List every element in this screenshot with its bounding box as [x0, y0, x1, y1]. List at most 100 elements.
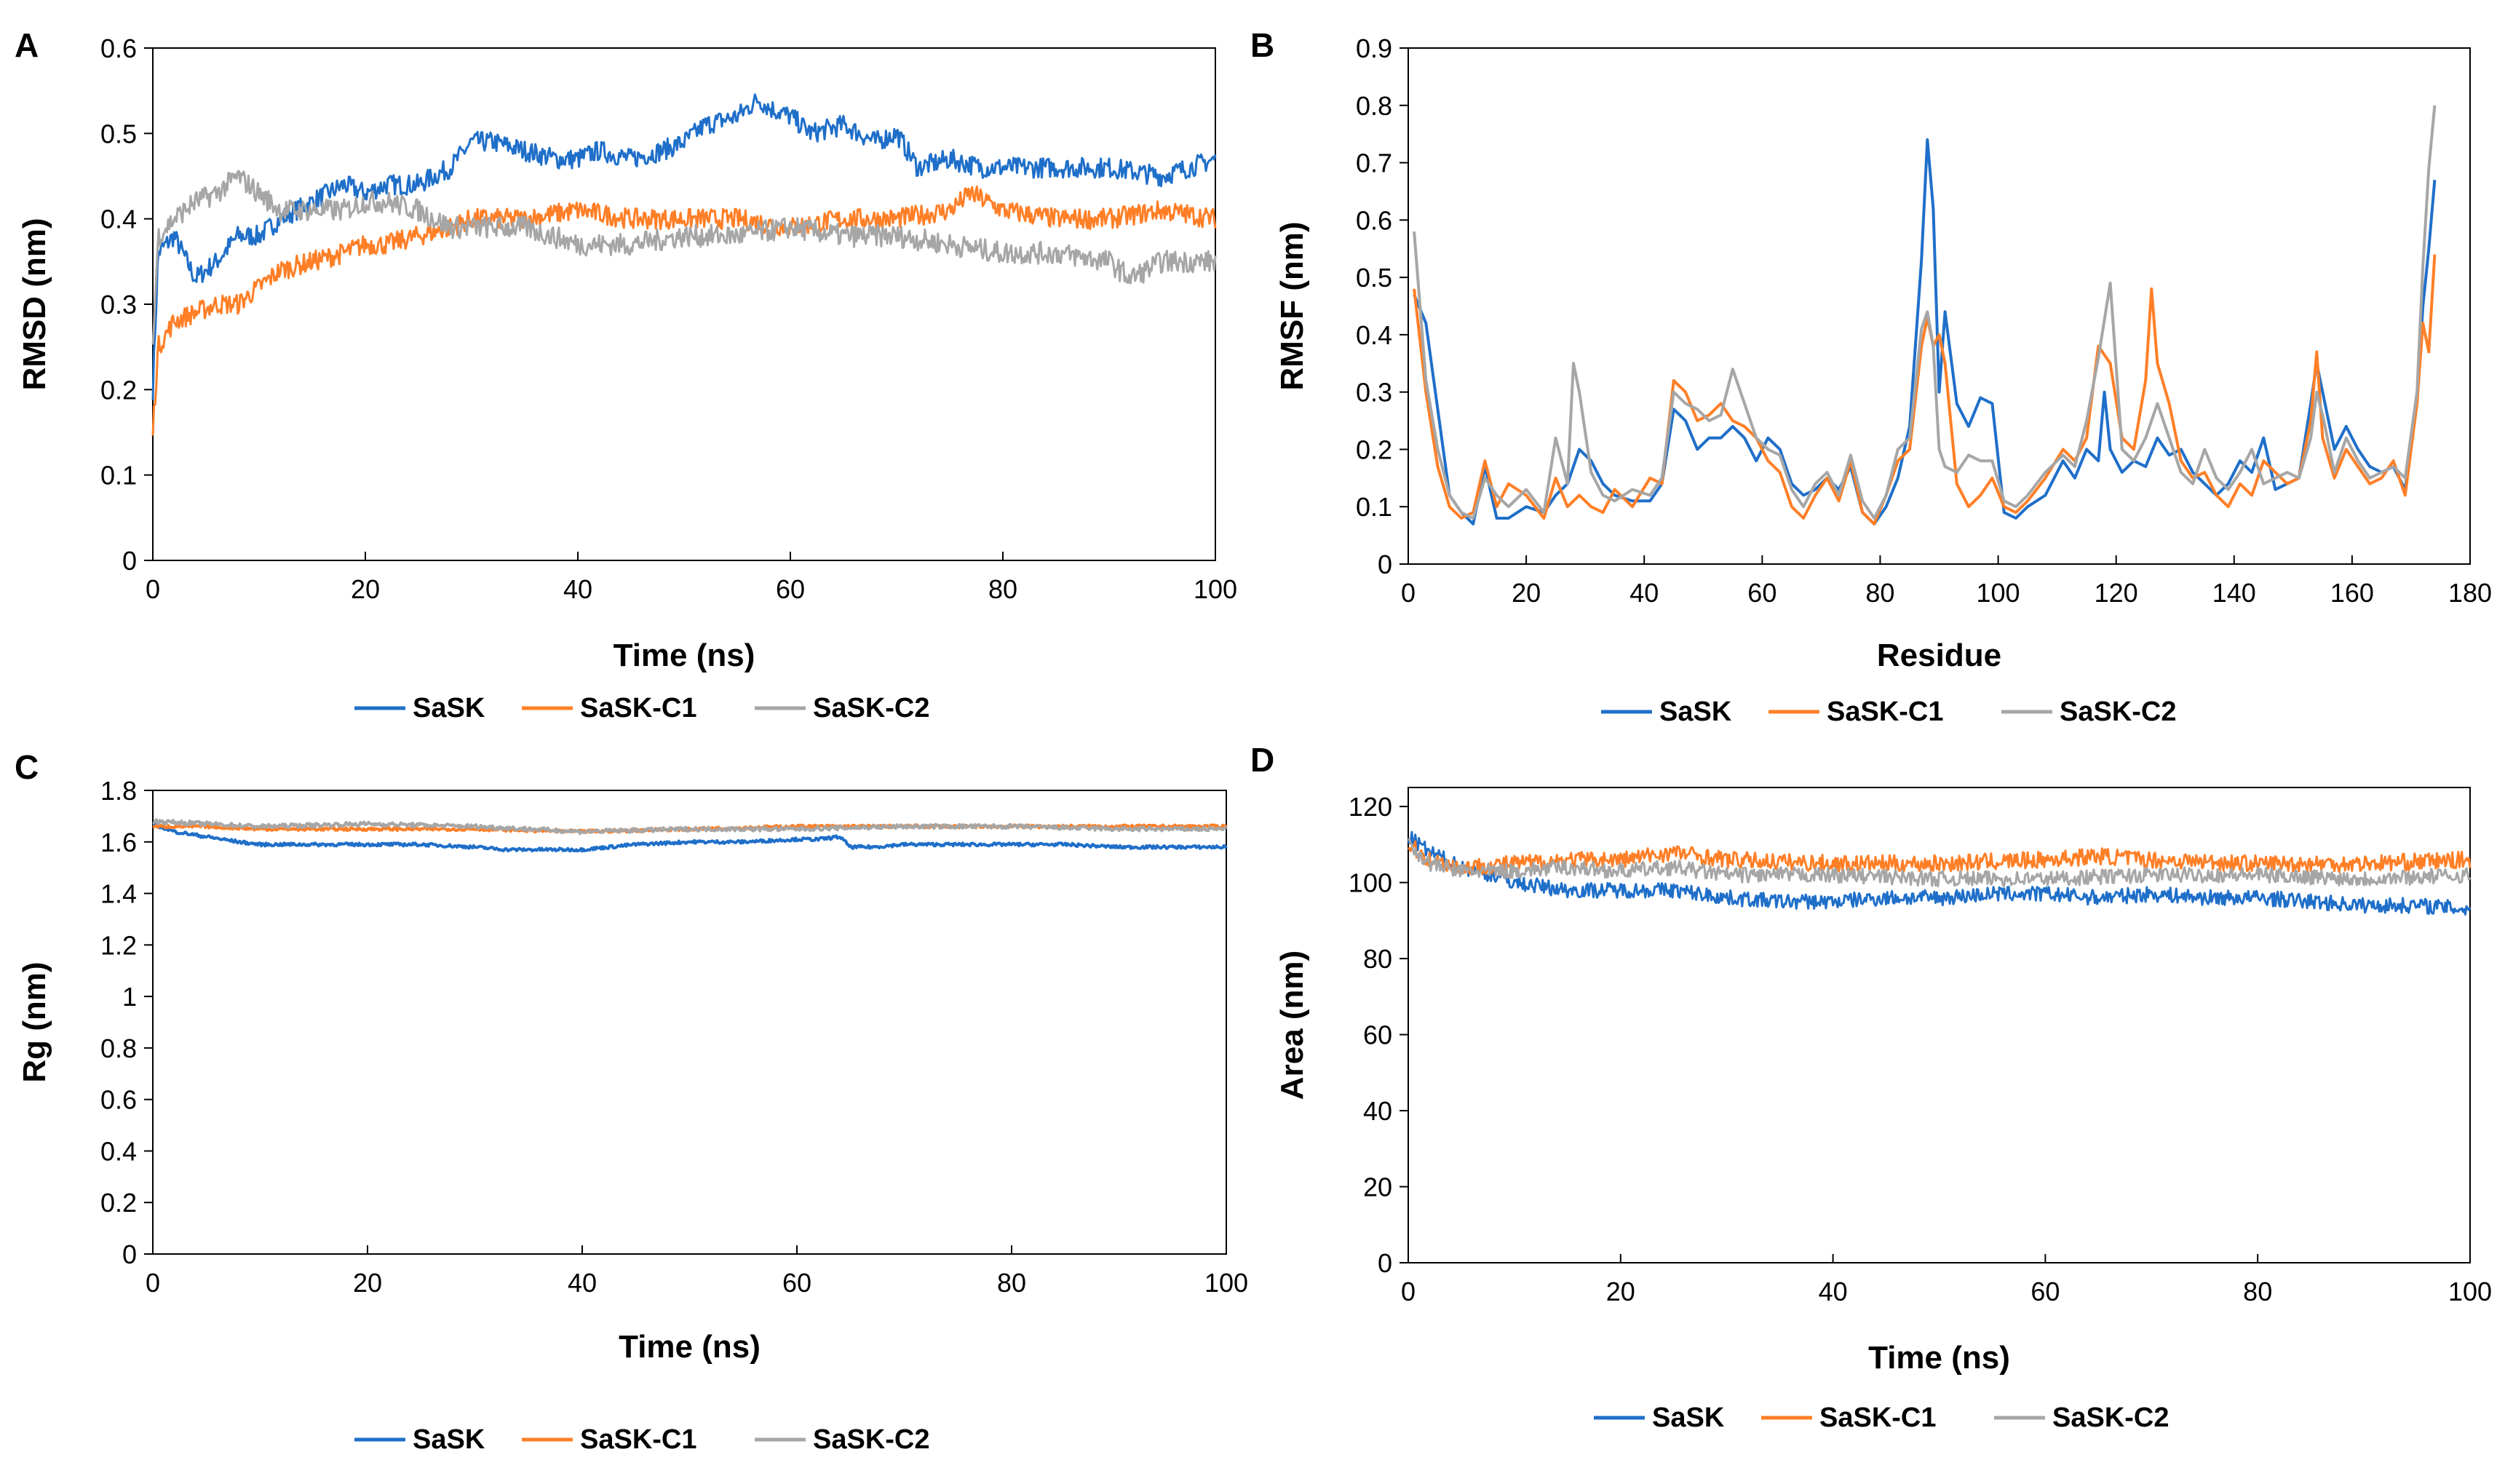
panel-a-plot-area: 0 0.1 0.2 0.3 0.4 0.5 0.6 0 20 40 60 80 100 Time (ns)…	[17, 33, 1237, 673]
y-tick-label: 0.9	[1356, 33, 1392, 63]
panel-b: B 0 0.1 0.2 0.3 0.4 0.5 0.6 0.7 0.8 0.9 0 20 40 60 80 1…	[1250, 26, 2492, 727]
y-tick-label: 100	[1349, 868, 1392, 898]
y-tick-label: 1.4	[100, 879, 137, 909]
series-line-sask	[151, 93, 1217, 400]
y-tick-label: 0.1	[100, 461, 137, 491]
x-tick-label: 80	[2243, 1277, 2272, 1306]
y-tick-label: 0.7	[1356, 148, 1392, 178]
x-tick-label: 20	[353, 1268, 382, 1298]
y-tick-label: 0.2	[1356, 435, 1392, 464]
x-axis-title: Time (ns)	[1868, 1340, 2010, 1376]
x-tick-label: 0	[1401, 578, 1416, 608]
x-axis-title: Residue	[1877, 638, 2001, 673]
series-line-sask	[152, 822, 1228, 853]
y-tick-label: 1.2	[100, 930, 137, 960]
legend-label-sask-c1: SaSK-C1	[1827, 697, 1944, 727]
y-tick-label: 1	[122, 982, 137, 1012]
y-tick-label: 80	[1363, 944, 1392, 974]
panel-d: D 0 20 40 60 80 100 120 0 20 40 60 80 100 Time (ns) Ar…	[1250, 741, 2492, 1433]
y-axis-title: RMSF (nm)	[1274, 221, 1310, 390]
y-tick-label: 1.6	[100, 828, 137, 857]
panel-b-frame	[1408, 47, 2471, 565]
x-tick-label: 100	[1194, 574, 1237, 604]
x-tick-label: 100	[1977, 578, 2020, 608]
y-tick-label: 0.4	[100, 205, 137, 234]
legend-label-sask: SaSK	[1652, 1402, 1725, 1433]
panel-c-frame	[152, 790, 1227, 1255]
series-line-sask-c1	[151, 185, 1217, 436]
panel-c-plot-area: 0 0.2 0.4 0.6 0.8 1 1.2 1.4 1.6 1.8 0 20 40 60 80 100 Ti…	[17, 776, 1248, 1365]
series-line-sask-c2	[152, 818, 1228, 836]
x-tick-label: 160	[2330, 578, 2374, 608]
x-axis-title: Time (ns)	[614, 638, 755, 673]
panel-d-frame	[1408, 787, 2471, 1263]
x-tick-label: 60	[776, 574, 805, 604]
x-tick-label: 60	[1747, 578, 1776, 608]
legend-label-sask: SaSK	[413, 1424, 485, 1455]
y-tick-label: 0	[122, 546, 137, 576]
x-tick-label: 80	[1865, 578, 1894, 608]
panel-c-legend: SaSK SaSK-C1 SaSK-C2	[354, 1424, 930, 1455]
y-tick-label: 0.6	[100, 1085, 137, 1115]
y-tick-label: 0.8	[1356, 91, 1392, 121]
series-line-sask-c1	[1413, 254, 2437, 525]
legend-label-sask-c2: SaSK-C2	[813, 693, 930, 723]
y-tick-label: 0.1	[1356, 492, 1392, 522]
legend-label-sask-c2: SaSK-C2	[2052, 1402, 2169, 1433]
y-tick-label: 0	[1378, 549, 1392, 579]
y-tick-label: 0.3	[100, 290, 137, 320]
y-tick-label: 0.2	[100, 1188, 137, 1218]
x-tick-label: 180	[2448, 578, 2492, 608]
x-tick-label: 80	[988, 574, 1017, 604]
x-tick-label: 100	[2448, 1277, 2492, 1306]
x-tick-label: 40	[1629, 578, 1659, 608]
panel-c: C 0 0.2 0.4 0.6 0.8 1 1.2 1.4 1.6 1.8 0 20 40 60 80 100…	[15, 748, 1248, 1455]
series-line-sask-c2	[1413, 105, 2437, 520]
series-line-sask-c2	[1408, 838, 2472, 888]
y-tick-label: 0.2	[100, 375, 137, 405]
panel-b-legend: SaSK SaSK-C1 SaSK-C2	[1601, 697, 2177, 727]
y-axis-title: Area (nm)	[1274, 951, 1310, 1100]
panel-b-letter: B	[1250, 26, 1274, 64]
x-tick-label: 40	[1819, 1277, 1848, 1306]
y-tick-label: 0.6	[100, 33, 137, 63]
series-line-sask-c2	[151, 170, 1217, 345]
panel-a-letter: A	[15, 26, 39, 64]
x-tick-label: 60	[782, 1268, 811, 1298]
legend-label-sask-c1: SaSK-C1	[580, 1424, 697, 1455]
y-tick-label: 60	[1363, 1020, 1392, 1050]
x-tick-label: 0	[1401, 1277, 1416, 1306]
legend-label-sask-c2: SaSK-C2	[2060, 697, 2177, 727]
y-tick-label: 1.8	[100, 776, 137, 806]
x-tick-label: 20	[351, 574, 380, 604]
y-tick-label: 0.4	[100, 1136, 137, 1166]
y-axis-title: Rg (nm)	[17, 961, 52, 1082]
x-tick-label: 0	[146, 1268, 160, 1298]
x-tick-label: 20	[1606, 1277, 1635, 1306]
y-tick-label: 0.4	[1356, 320, 1392, 350]
panel-c-letter: C	[15, 748, 39, 786]
panel-d-legend: SaSK SaSK-C1 SaSK-C2	[1594, 1402, 2169, 1433]
panel-b-plot-area: 0 0.1 0.2 0.3 0.4 0.5 0.6 0.7 0.8 0.9 0 20 40 60 80 100…	[1274, 33, 2492, 673]
panel-a-legend: SaSK SaSK-C1 SaSK-C2	[354, 693, 930, 723]
series-line-sask	[1407, 830, 2472, 916]
y-tick-label: 120	[1349, 792, 1392, 822]
legend-label-sask-c1: SaSK-C1	[580, 693, 697, 723]
panel-d-letter: D	[1250, 741, 1274, 779]
x-tick-label: 0	[146, 574, 160, 604]
y-tick-label: 40	[1363, 1096, 1392, 1126]
x-tick-label: 140	[2212, 578, 2256, 608]
panel-a: A 0 0.1 0.2 0.3 0.4 0.5 0.6 0 20 40 60 80 100 Time (n…	[15, 26, 1237, 723]
y-tick-label: 0.3	[1356, 378, 1392, 408]
y-tick-label: 0.5	[100, 119, 137, 148]
y-tick-label: 0.8	[100, 1033, 137, 1063]
x-tick-label: 20	[1512, 578, 1541, 608]
x-tick-label: 100	[1204, 1268, 1248, 1298]
panel-d-plot-area: 0 20 40 60 80 100 120 0 20 40 60 80 100 Time (ns) Area…	[1274, 787, 2492, 1376]
y-tick-label: 0.5	[1356, 263, 1392, 293]
y-tick-label: 0.6	[1356, 205, 1392, 235]
x-tick-label: 40	[568, 1268, 597, 1298]
series-line-sask-c1	[1408, 840, 2472, 876]
legend-label-sask: SaSK	[1659, 697, 1732, 727]
